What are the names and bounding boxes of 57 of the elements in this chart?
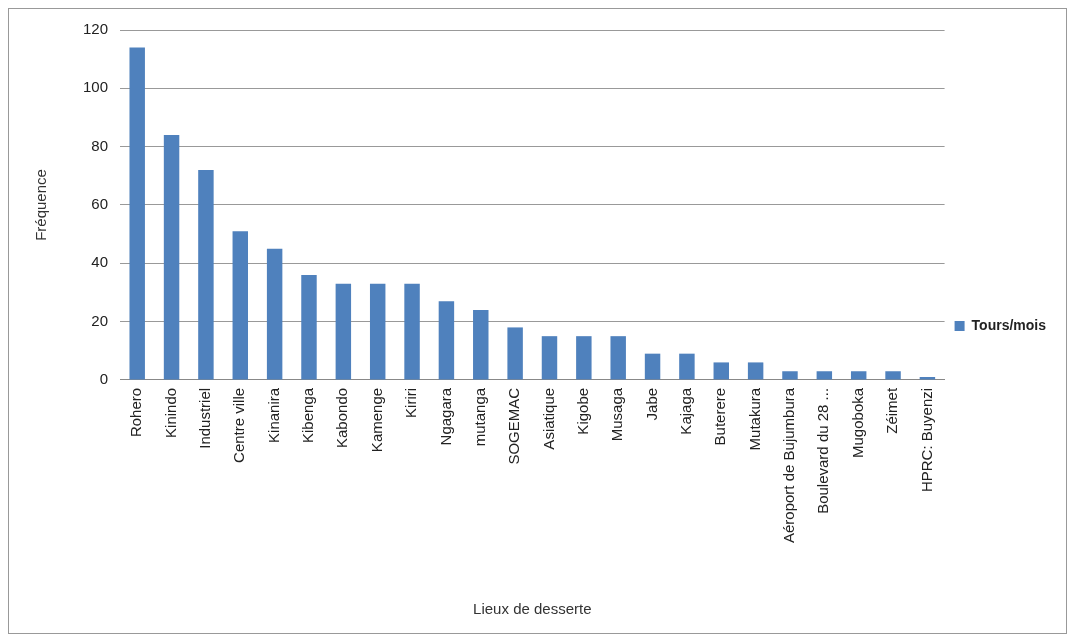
x-tick-label: Rohero	[127, 387, 145, 438]
bar	[369, 283, 386, 380]
bar	[644, 353, 661, 380]
x-tick-label: Kiriri	[402, 387, 420, 418]
y-tick-label: 80	[91, 136, 109, 154]
x-tick-label: Mugoboka	[848, 387, 866, 458]
bar	[885, 371, 901, 380]
x-tick-label: Aéroport de Bujumbura	[780, 387, 798, 543]
x-tick-label: Mutakura	[745, 387, 763, 451]
x-tick-label: Kinindo	[161, 387, 179, 438]
legend-label: Tours/mois	[971, 316, 1047, 333]
x-tick-label: Centre ville	[230, 387, 248, 463]
y-tick-label: 100	[83, 78, 109, 96]
x-tick-label: Kibenga	[299, 387, 317, 443]
bar	[404, 283, 420, 380]
x-tick-label: Kinanira	[264, 387, 282, 443]
bar	[782, 371, 798, 380]
x-tick-label: mutanga	[470, 387, 488, 447]
y-tick-label: 0	[99, 370, 109, 388]
x-tick-label: Kamenge	[367, 387, 385, 453]
x-tick-label: Asiatique	[539, 387, 557, 450]
y-tick-label: 20	[91, 311, 109, 329]
x-tick-label: Ngagara	[436, 387, 454, 446]
x-tick-label: Jabe	[642, 387, 660, 421]
bar	[198, 169, 214, 380]
bar	[747, 362, 764, 380]
bar	[541, 336, 558, 380]
y-tick-label: 120	[83, 20, 109, 38]
bar	[163, 134, 180, 380]
x-tick-label: Kigobe	[573, 387, 591, 435]
x-tick-label: Boulevard du 28 ...	[814, 387, 832, 514]
bar	[679, 353, 695, 380]
x-tick-label: Kajaga	[677, 387, 695, 435]
bar	[576, 336, 592, 380]
x-tick-label: Buterere	[711, 387, 729, 446]
bar	[301, 274, 317, 380]
bar	[610, 336, 626, 380]
bar	[816, 371, 833, 380]
y-tick-label: 60	[91, 195, 109, 213]
bar	[232, 231, 249, 380]
x-tick-label: HPRC: Buyenzi	[917, 387, 935, 493]
bar	[850, 371, 867, 380]
bar	[335, 283, 352, 380]
y-axis-title: Fréquence	[32, 169, 50, 241]
x-tick-label: Musaga	[608, 387, 626, 442]
bar	[507, 327, 523, 380]
bar	[438, 301, 455, 380]
x-tick-label: Kabondo	[333, 387, 351, 448]
x-tick-label: SOGEMAC	[505, 387, 523, 465]
x-axis-title: Lieux de desserte	[473, 600, 592, 618]
x-tick-label: Industriel	[196, 387, 214, 449]
bar	[266, 248, 283, 380]
bar	[129, 47, 145, 380]
bar	[713, 362, 729, 380]
x-tick-label: Zéimet	[883, 387, 901, 434]
y-tick-label: 40	[91, 253, 109, 271]
bar	[473, 309, 489, 380]
